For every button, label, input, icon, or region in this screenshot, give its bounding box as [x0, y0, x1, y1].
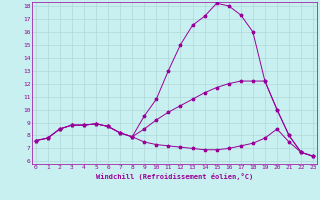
X-axis label: Windchill (Refroidissement éolien,°C): Windchill (Refroidissement éolien,°C): [96, 173, 253, 180]
